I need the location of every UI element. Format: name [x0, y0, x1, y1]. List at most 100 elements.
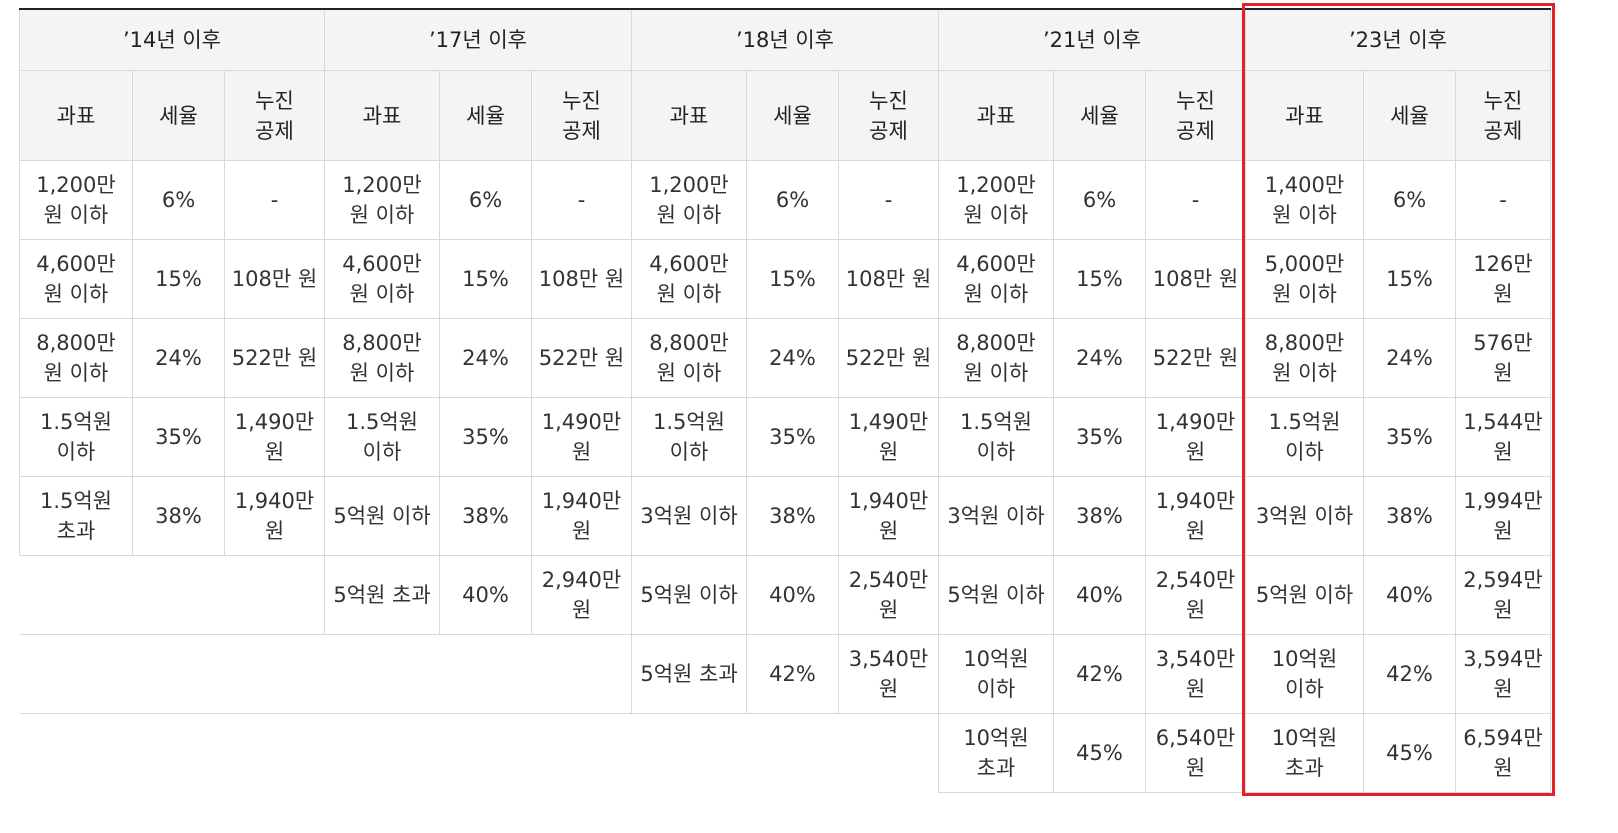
cell-base: 5,000만 원 이하: [1245, 239, 1364, 319]
cell-deduction: -: [224, 160, 325, 240]
cell-rate: 24%: [132, 318, 225, 398]
cell-base: 8,800만 원 이하: [19, 318, 133, 398]
cell-deduction: -: [838, 160, 939, 240]
table-row: 5억원 초과 40% 2,940만 원 5억원 이하 40% 2,540만 원 5억원 이하…: [19, 555, 1551, 635]
column-header-deduction: 누진 공제: [224, 70, 325, 161]
tax-rate-table: ’14년 이후 ’17년 이후 ’18년 이후 ’21년 이후 ’23년 이후 …: [19, 8, 1551, 793]
cell-rate: 15%: [439, 239, 532, 319]
cell-rate: 6%: [1053, 160, 1146, 240]
cell-base: 10억원 초과: [938, 713, 1054, 793]
empty-cell: [19, 555, 325, 635]
period-header-row: ’14년 이후 ’17년 이후 ’18년 이후 ’21년 이후 ’23년 이후: [19, 8, 1551, 71]
cell-deduction: 576만 원: [1455, 318, 1551, 398]
cell-base: 1,400만 원 이하: [1245, 160, 1364, 240]
column-header-deduction: 누진 공제: [531, 70, 632, 161]
cell-deduction: 522만 원: [224, 318, 325, 398]
column-header-deduction-line: 공제: [1483, 118, 1523, 143]
cell-deduction: 1,940만 원: [531, 476, 632, 556]
cell-rate: 35%: [439, 397, 532, 477]
column-header-deduction-line: 누진: [1483, 88, 1523, 113]
table-body: 1,200만 원 이하 6% -1,200만 원 이하 6% -1,200만 원 이하 6…: [19, 160, 1551, 793]
table-row: 1.5억원 초과 38% 1,940만 원 5억원 이하 38% 1,940만 원 3억원 …: [19, 476, 1551, 556]
cell-rate: 38%: [439, 476, 532, 556]
cell-deduction: 108만 원: [224, 239, 325, 319]
column-header-deduction-line: 누진: [562, 88, 601, 113]
cell-deduction: 3,540만 원: [838, 634, 939, 714]
table-row: 1,200만 원 이하 6% -1,200만 원 이하 6% -1,200만 원 이하 6…: [19, 160, 1551, 240]
column-header-rate: 세율: [746, 70, 839, 161]
column-header-deduction-line: 공제: [1176, 118, 1215, 143]
cell-deduction: 6,594만 원: [1455, 713, 1551, 793]
cell-rate: 38%: [1363, 476, 1456, 556]
column-header-deduction-line: 누진: [1176, 88, 1215, 113]
cell-deduction: 3,540만 원: [1145, 634, 1246, 714]
cell-rate: 6%: [132, 160, 225, 240]
column-header-deduction: 누진 공제: [838, 70, 939, 161]
cell-deduction: 522만 원: [531, 318, 632, 398]
column-header-deduction-line: 누진: [255, 88, 294, 113]
cell-rate: 15%: [746, 239, 839, 319]
cell-rate: 35%: [132, 397, 225, 477]
cell-rate: 24%: [1053, 318, 1146, 398]
period-header: ’17년 이후: [324, 8, 632, 71]
cell-base: 10억원 이하: [938, 634, 1054, 714]
column-header-base: 과표: [324, 70, 440, 161]
period-header: ’21년 이후: [938, 8, 1246, 71]
cell-base: 1,200만 원 이하: [938, 160, 1054, 240]
cell-base: 10억원 초과: [1245, 713, 1364, 793]
cell-rate: 15%: [132, 239, 225, 319]
cell-deduction: 1,490만 원: [838, 397, 939, 477]
cell-deduction: 522만 원: [1145, 318, 1246, 398]
cell-base: 8,800만 원 이하: [324, 318, 440, 398]
cell-deduction: 108만 원: [1145, 239, 1246, 319]
column-header-base: 과표: [938, 70, 1054, 161]
cell-deduction: 1,940만 원: [838, 476, 939, 556]
cell-base: 1,200만 원 이하: [324, 160, 440, 240]
cell-deduction: -: [531, 160, 632, 240]
cell-rate: 42%: [1053, 634, 1146, 714]
cell-base: 4,600만 원 이하: [631, 239, 747, 319]
cell-rate: 38%: [1053, 476, 1146, 556]
cell-base: 5억원 이하: [324, 476, 440, 556]
cell-base: 1.5억원 이하: [1245, 397, 1364, 477]
cell-base: 5억원 이하: [1245, 555, 1364, 635]
cell-base: 5억원 초과: [631, 634, 747, 714]
cell-deduction: 1,940만 원: [1145, 476, 1246, 556]
cell-rate: 40%: [1363, 555, 1456, 635]
cell-base: 1.5억원 이하: [324, 397, 440, 477]
cell-rate: 42%: [1363, 634, 1456, 714]
cell-deduction: 108만 원: [838, 239, 939, 319]
cell-deduction: 6,540만 원: [1145, 713, 1246, 793]
cell-deduction: 2,940만 원: [531, 555, 632, 635]
column-header-base: 과표: [631, 70, 747, 161]
cell-rate: 6%: [439, 160, 532, 240]
cell-deduction: -: [1455, 160, 1551, 240]
cell-base: 5억원 초과: [324, 555, 440, 635]
cell-base: 5억원 이하: [938, 555, 1054, 635]
cell-base: 1.5억원 이하: [19, 397, 133, 477]
cell-rate: 35%: [1363, 397, 1456, 477]
cell-deduction: 1,490만 원: [1145, 397, 1246, 477]
cell-deduction: 1,544만 원: [1455, 397, 1551, 477]
cell-base: 5억원 이하: [631, 555, 747, 635]
cell-rate: 40%: [439, 555, 532, 635]
cell-deduction: 3,594만 원: [1455, 634, 1551, 714]
cell-rate: 40%: [1053, 555, 1146, 635]
cell-deduction: 126만 원: [1455, 239, 1551, 319]
cell-deduction: 1,490만 원: [224, 397, 325, 477]
cell-base: 1.5억원 초과: [19, 476, 133, 556]
table-row: 5억원 초과 42% 3,540만 원 10억원 이하 42% 3,540만 원 10억원 …: [19, 634, 1551, 714]
cell-rate: 42%: [746, 634, 839, 714]
cell-base: 1.5억원 이하: [631, 397, 747, 477]
cell-base: 4,600만 원 이하: [19, 239, 133, 319]
cell-base: 4,600만 원 이하: [324, 239, 440, 319]
cell-base: 8,800만 원 이하: [938, 318, 1054, 398]
cell-base: 8,800만 원 이하: [631, 318, 747, 398]
cell-rate: 15%: [1053, 239, 1146, 319]
empty-cell: [19, 713, 939, 793]
period-header: ’23년 이후: [1245, 8, 1551, 71]
column-header-rate: 세율: [439, 70, 532, 161]
column-header-rate: 세율: [1363, 70, 1456, 161]
